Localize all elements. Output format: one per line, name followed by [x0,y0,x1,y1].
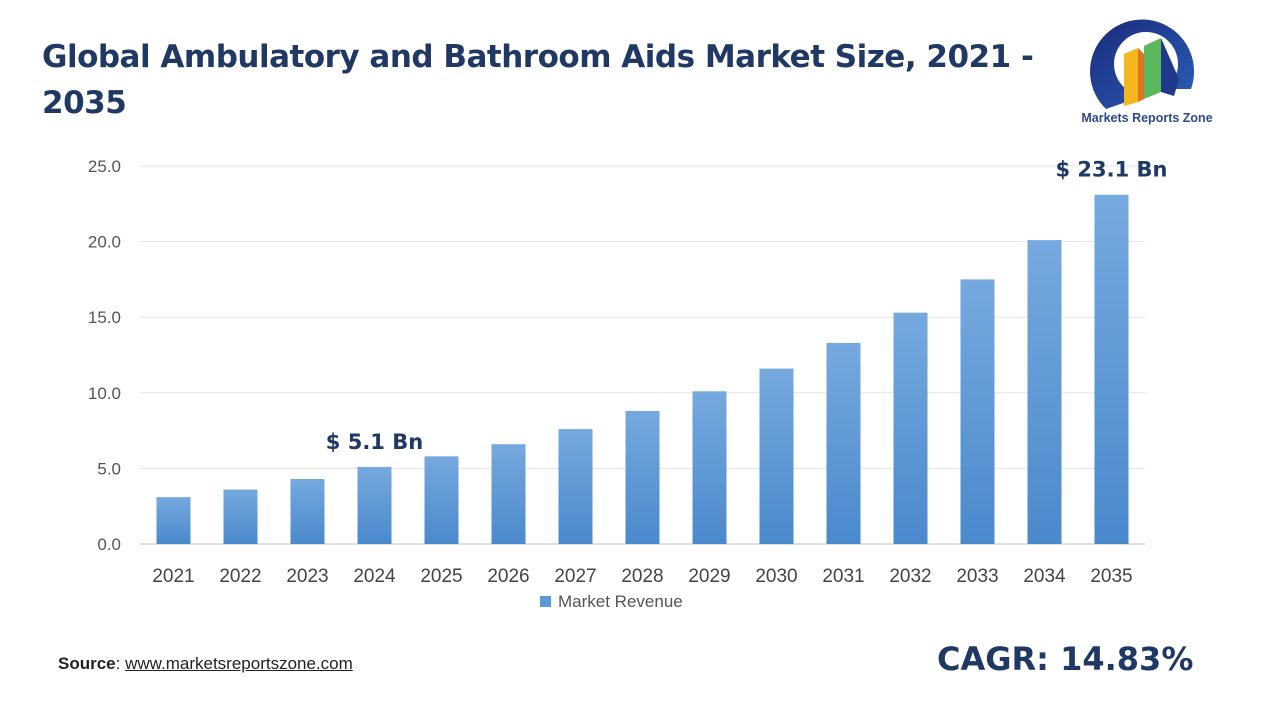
source-note: Source: www.marketsreportszone.com [58,654,353,674]
x-tick-label: 2023 [286,566,328,587]
y-tick-label: 25.0 [88,157,121,176]
source-link[interactable]: www.marketsreportszone.com [125,654,353,673]
bar-2033 [960,279,995,544]
x-tick-label: 2035 [1090,566,1132,587]
y-tick-label: 5.0 [97,459,121,478]
x-tick-label: 2034 [1023,566,1066,587]
bar-2031 [826,342,861,544]
x-tick-label: 2027 [554,566,596,587]
bar-2023 [290,478,325,544]
y-tick-label: 20.0 [88,233,121,252]
data-label: $ 23.1 Bn [1055,158,1167,182]
bar-2024 [357,466,392,544]
bar-2030 [759,368,794,544]
x-tick-label: 2031 [822,566,864,587]
logo-icon [1090,19,1195,110]
x-tick-label: 2021 [152,566,194,587]
bar-2027 [558,429,593,544]
x-tick-label: 2026 [487,566,529,587]
bar-2032 [893,312,928,544]
x-tick-label: 2022 [219,566,261,587]
bar-2021 [156,497,191,544]
x-tick-label: 2028 [621,566,663,587]
bar-2035 [1094,194,1129,544]
x-tick-label: 2029 [688,566,730,587]
x-tick-label: 2030 [755,566,797,587]
y-tick-label: 0.0 [97,535,121,554]
y-tick-label: 15.0 [88,308,121,327]
chart-title: Global Ambulatory and Bathroom Aids Mark… [42,39,1034,121]
bar-2029 [692,391,727,544]
source-separator: : [115,654,126,673]
cagr-label: CAGR: 14.83% [937,640,1194,678]
source-label: Source [58,654,116,673]
bar-2026 [491,444,526,544]
y-tick-label: 10.0 [88,384,121,403]
data-label: $ 5.1 Bn [326,430,423,454]
bar-2022 [223,489,258,544]
x-tick-label: 2024 [353,566,396,587]
bar-2025 [424,456,459,544]
logo-text: Markets Reports Zone [1081,111,1213,125]
legend-swatch [540,596,551,607]
x-tick-label: 2032 [889,566,931,587]
bar-2028 [625,410,660,544]
bar-2034 [1027,240,1062,544]
legend-label: Market Revenue [558,592,683,611]
x-tick-label: 2025 [420,566,462,587]
x-tick-label: 2033 [956,566,998,587]
